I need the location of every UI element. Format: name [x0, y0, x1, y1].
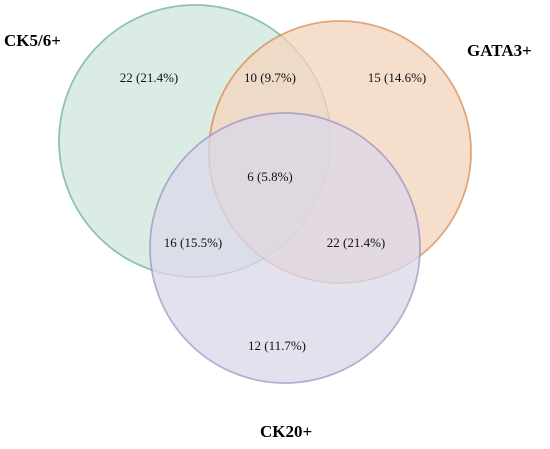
region-ck56-ck20: 16 (15.5%): [164, 235, 223, 250]
region-all-three: 6 (5.8%): [247, 169, 293, 184]
set-label-gata3: GATA3+: [467, 41, 532, 60]
region-ck56-only: 22 (21.4%): [120, 70, 179, 85]
region-ck20-only: 12 (11.7%): [248, 338, 306, 353]
circle-ck20: [149, 112, 421, 384]
set-label-ck56: CK5/6+: [4, 31, 61, 50]
region-gata3-ck20: 22 (21.4%): [327, 235, 386, 250]
set-label-ck20: CK20+: [260, 422, 312, 441]
region-gata3-only: 15 (14.6%): [368, 70, 427, 85]
region-ck56-gata3: 10 (9.7%): [244, 70, 296, 85]
